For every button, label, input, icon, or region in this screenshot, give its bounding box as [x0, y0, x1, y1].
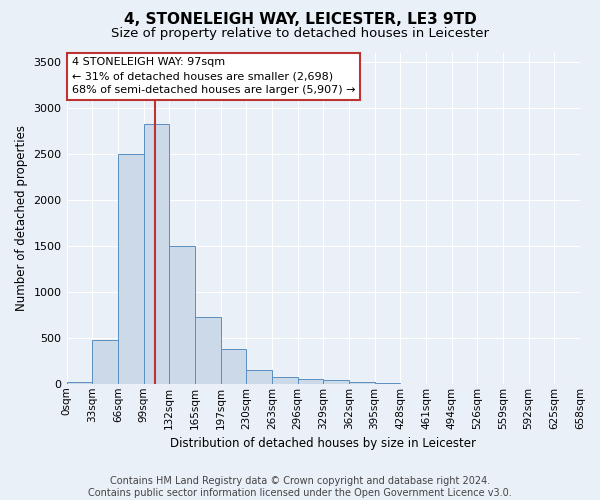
Bar: [143, 124, 169, 384]
Bar: [246, 370, 272, 384]
Bar: [323, 380, 349, 384]
Bar: [92, 340, 118, 384]
X-axis label: Distribution of detached houses by size in Leicester: Distribution of detached houses by size …: [170, 437, 476, 450]
Text: Size of property relative to detached houses in Leicester: Size of property relative to detached ho…: [111, 28, 489, 40]
Bar: [195, 316, 221, 384]
Text: Contains HM Land Registry data © Crown copyright and database right 2024.
Contai: Contains HM Land Registry data © Crown c…: [88, 476, 512, 498]
Bar: [298, 378, 323, 384]
Bar: [67, 382, 92, 384]
Bar: [169, 246, 195, 384]
Bar: [272, 378, 298, 384]
Bar: [349, 382, 374, 384]
Bar: [118, 154, 143, 384]
Text: 4 STONELEIGH WAY: 97sqm
← 31% of detached houses are smaller (2,698)
68% of semi: 4 STONELEIGH WAY: 97sqm ← 31% of detache…: [71, 58, 355, 96]
Bar: [221, 349, 246, 384]
Text: 4, STONELEIGH WAY, LEICESTER, LE3 9TD: 4, STONELEIGH WAY, LEICESTER, LE3 9TD: [124, 12, 476, 28]
Y-axis label: Number of detached properties: Number of detached properties: [15, 125, 28, 311]
